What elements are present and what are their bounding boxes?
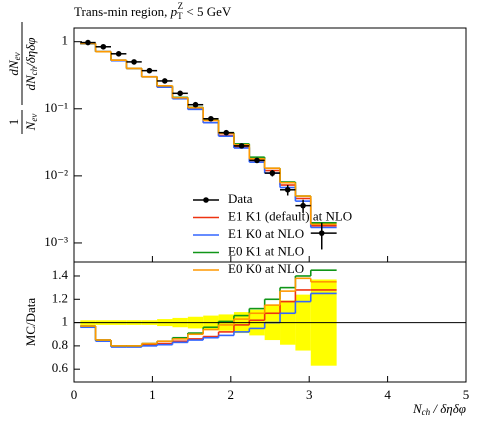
- title-text: < 5 GeV: [183, 4, 232, 19]
- y-tick-label: 1: [62, 33, 69, 48]
- data-point: [238, 143, 245, 149]
- y-label-part: dN: [6, 59, 21, 76]
- data-point: [115, 50, 122, 57]
- x-label-sub: ch: [422, 407, 431, 417]
- x-label-part: / δηδφ: [430, 401, 466, 416]
- y-tick-label: 10⁻³: [44, 234, 68, 249]
- y-tick-label: 1: [62, 314, 69, 329]
- y-tick-label: 1.4: [52, 267, 69, 282]
- title-text: Trans-min region,: [74, 4, 171, 19]
- legend-label: E0 K1 at NLO: [228, 243, 304, 258]
- x-tick-label: 0: [71, 387, 78, 402]
- legend-label: E0 K0 at NLO: [228, 261, 304, 276]
- y-label-part: 1: [6, 119, 21, 126]
- y-label-part: /δηδφ: [23, 37, 38, 67]
- y-tick-label: 1.2: [52, 290, 68, 305]
- data-point: [318, 230, 325, 236]
- y-axis-label: 1 Nev dNev dNch/δηδφ: [6, 22, 39, 134]
- ratio-y-label: MC/Data: [23, 298, 38, 347]
- data-point: [284, 186, 291, 193]
- chart-title: Trans-min region, pTZ < 5 GeV: [74, 1, 232, 21]
- data-point: [254, 157, 260, 164]
- x-label-part: N: [412, 401, 423, 416]
- title-subscript: T: [177, 11, 183, 21]
- data-point: [146, 67, 153, 74]
- data-point: [85, 39, 91, 46]
- legend-label: E1 K0 at NLO: [228, 226, 304, 241]
- x-tick-label: 5: [463, 387, 470, 402]
- data-point: [100, 43, 107, 50]
- y-label-part: dNev: [6, 52, 22, 75]
- data-point: [131, 59, 137, 65]
- data-point: [161, 78, 168, 84]
- x-tick-label: 4: [384, 387, 391, 402]
- y-label-part: N: [23, 120, 38, 131]
- title-superscript: Z: [178, 1, 184, 11]
- data-point: [269, 170, 276, 176]
- data-point: [192, 101, 199, 108]
- x-tick-label: 2: [228, 387, 235, 402]
- y-label-part: dN: [23, 74, 38, 91]
- main-frame: [73, 27, 467, 263]
- data-point: [300, 202, 306, 209]
- data-point: [223, 129, 230, 136]
- y-label-sub: ev: [29, 114, 39, 122]
- y-label-sub: ev: [12, 52, 22, 60]
- y-tick-label: 0.6: [52, 360, 69, 375]
- x-tick-label: 3: [306, 387, 313, 402]
- y-tick-label: 10⁻²: [44, 167, 68, 182]
- data-point: [177, 90, 183, 97]
- y-label-sub: ch: [29, 66, 39, 75]
- legend: Data E1 K1 (default) at NLO E1 K0 at NLO E0…: [193, 191, 352, 276]
- y-label-part: Nev: [23, 114, 39, 132]
- x-axis-label: Nch / δηδφ: [412, 401, 466, 417]
- y-tick-label: 0.8: [52, 337, 68, 352]
- y-tick-label: 10⁻¹: [44, 100, 68, 115]
- data-point: [208, 115, 214, 122]
- x-tick-label: 1: [149, 387, 156, 402]
- legend-marker: [203, 197, 209, 203]
- title-symbol: p: [170, 4, 178, 19]
- legend-label: E1 K1 (default) at NLO: [228, 208, 352, 223]
- legend-label: Data: [228, 191, 253, 206]
- y-label-part: dNch/δηδφ: [23, 37, 39, 90]
